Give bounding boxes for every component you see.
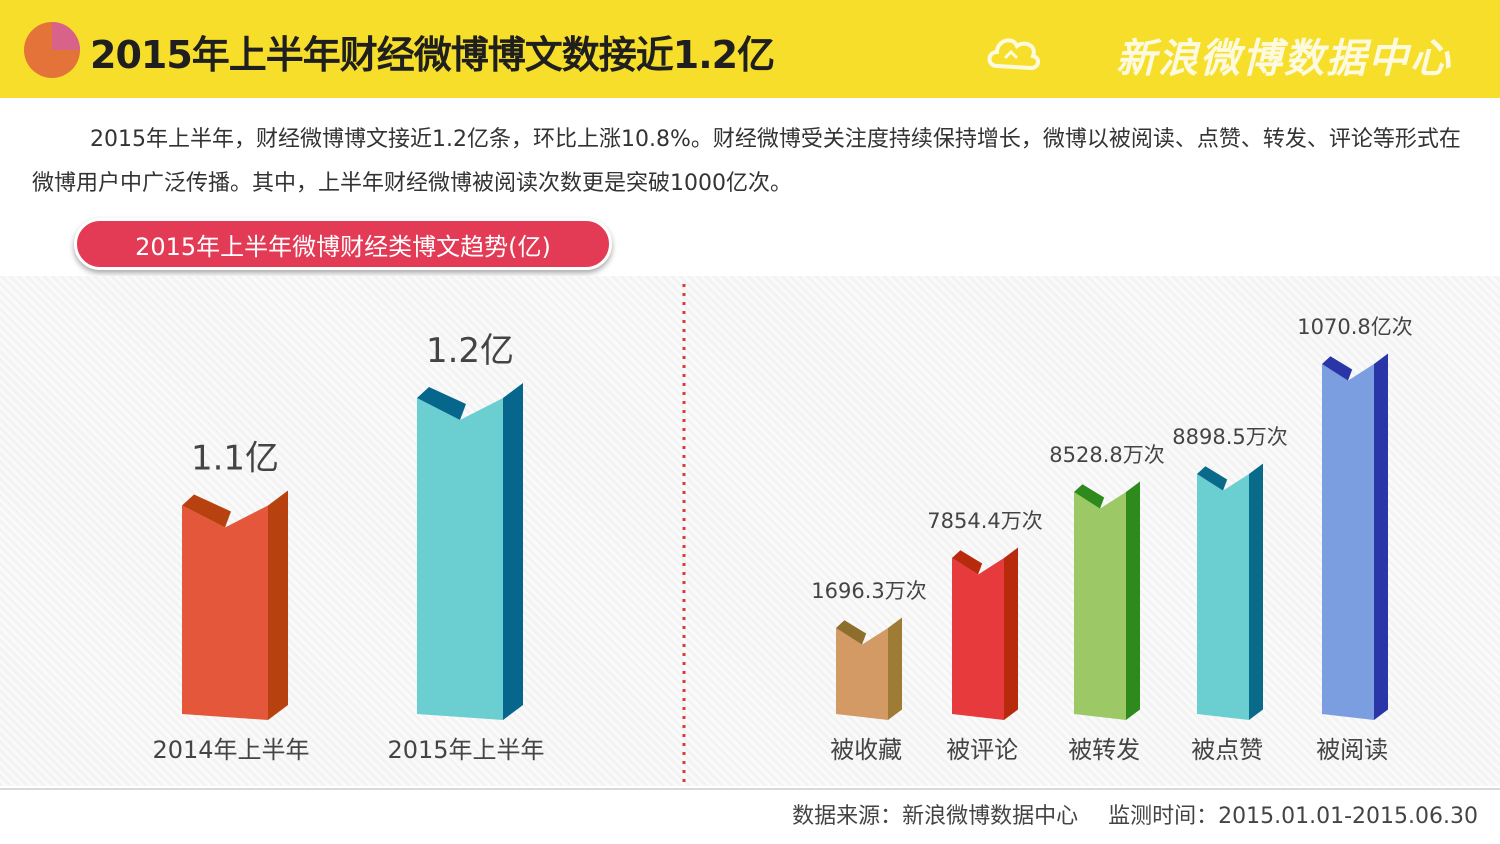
right-category-label-3: 被点赞	[1191, 736, 1263, 764]
right-value-label-0: 1696.3万次	[811, 579, 926, 603]
right-category-label-2: 被转发	[1068, 736, 1140, 764]
left-bar-1	[417, 398, 503, 720]
footer: 数据来源：新浪微博数据中心 监测时间：2015.01.01-2015.06.30	[762, 798, 1478, 830]
right-value-label-4: 1070.8亿次	[1297, 315, 1412, 339]
right-bar-side-0	[888, 617, 902, 720]
left-bar-0	[182, 505, 268, 720]
right-value-label-3: 8898.5万次	[1172, 425, 1287, 449]
page-title: 2015年上半年财经微博博文数接近1.2亿	[90, 33, 775, 77]
left-category-label-0: 2014年上半年	[152, 736, 309, 764]
right-bar-top-1	[952, 550, 983, 575]
summary-paragraph: 2015年上半年，财经微博博文接近1.2亿条，环比上涨10.8%。财经微博受关注…	[32, 127, 1461, 196]
right-category-label-0: 被收藏	[830, 736, 902, 764]
right-bar-side-2	[1126, 481, 1140, 720]
right-value-label-1: 7854.4万次	[927, 509, 1042, 533]
right-bar-3	[1197, 474, 1249, 720]
right-value-label-2: 8528.8万次	[1049, 443, 1164, 467]
right-bar-4	[1322, 364, 1374, 720]
data-source: 数据来源：新浪微博数据中心	[792, 804, 1079, 829]
right-bar-1	[952, 558, 1004, 720]
left-value-label-1: 1.2亿	[426, 331, 514, 371]
right-category-label-1: 被评论	[946, 736, 1018, 764]
left-value-label-0: 1.1亿	[191, 438, 279, 478]
left-category-label-1: 2015年上半年	[387, 736, 544, 764]
right-category-label-4: 被阅读	[1316, 736, 1388, 764]
right-bar-side-1	[1004, 547, 1018, 720]
monitor-period: 监测时间：2015.01.01-2015.06.30	[1108, 804, 1478, 829]
right-bar-top-4	[1322, 356, 1353, 381]
pie-chart-icon	[24, 22, 80, 78]
right-bar-2	[1074, 492, 1126, 720]
header-bar: 2015年上半年财经微博博文数接近1.2亿 新浪微博数据中心	[0, 0, 1500, 98]
right-bar-top-3	[1197, 466, 1228, 491]
left-bar-top-0	[182, 494, 231, 528]
section-label: 2015年上半年微博财经类博文趋势(亿)	[74, 218, 612, 270]
footer-divider	[0, 788, 1500, 790]
right-bar-top-0	[836, 620, 867, 645]
brand-logo-text: 新浪微博数据中心	[1116, 36, 1452, 82]
right-bar-top-2	[1074, 484, 1105, 509]
right-bar-side-3	[1249, 463, 1263, 720]
right-bar-side-4	[1374, 353, 1388, 720]
left-bar-top-1	[417, 387, 466, 420]
left-bar-side-1	[503, 383, 523, 720]
chart-area: 1.1亿 2014年上半年 1.2亿 2015年上半年 1696.3万次被收藏 7854.…	[0, 276, 1500, 786]
right-bar-0	[836, 628, 888, 720]
left-bar-side-0	[268, 490, 288, 720]
weibo-cloud-icon	[987, 38, 1040, 71]
